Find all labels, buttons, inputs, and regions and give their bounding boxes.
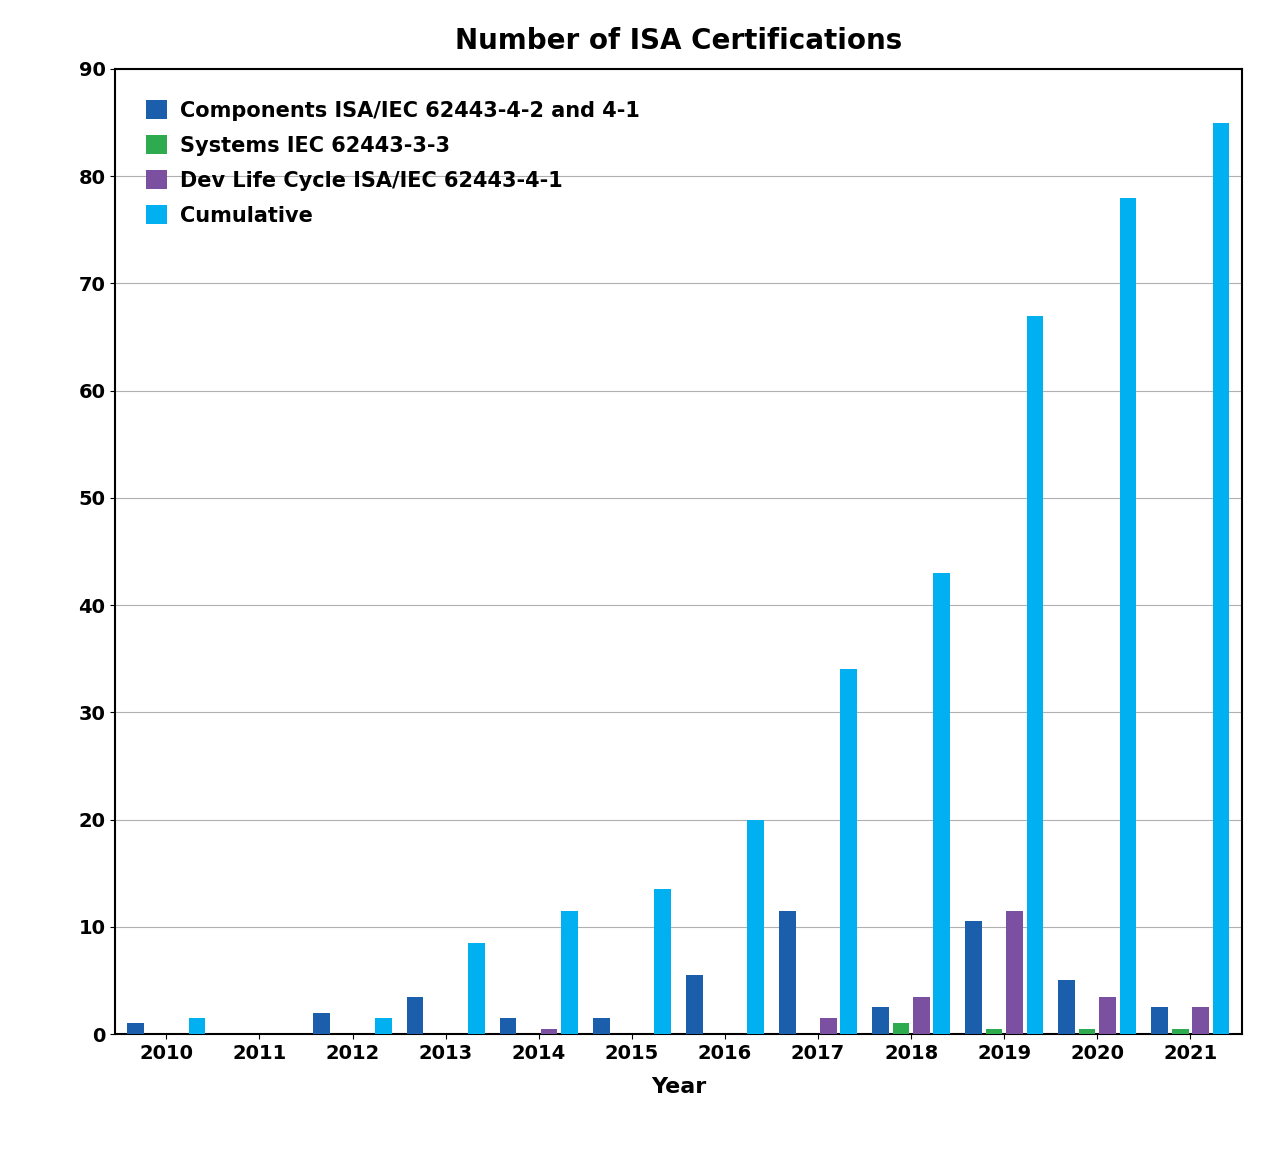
Bar (780, 911, 796, 1034)
Bar (1171, 1028, 1189, 1034)
Bar (540, 1028, 557, 1034)
Bar (468, 943, 485, 1034)
Bar (872, 1008, 888, 1034)
Bar (127, 1024, 145, 1034)
Bar (820, 1018, 837, 1034)
X-axis label: Year: Year (650, 1077, 707, 1096)
Bar (1120, 198, 1137, 1034)
Title: Number of ISA Certifications: Number of ISA Certifications (454, 28, 902, 55)
Bar (314, 1012, 330, 1034)
Bar (1027, 316, 1043, 1034)
Bar (892, 1024, 909, 1034)
Bar (1192, 1008, 1210, 1034)
Bar (748, 819, 764, 1034)
Bar (593, 1018, 609, 1034)
Bar (913, 996, 929, 1034)
Bar (1100, 996, 1116, 1034)
Bar (933, 573, 950, 1034)
Bar (561, 911, 577, 1034)
Bar (965, 921, 982, 1034)
Bar (686, 976, 703, 1034)
Bar (1151, 1008, 1169, 1034)
Bar (499, 1018, 516, 1034)
Bar (654, 889, 671, 1034)
Bar (841, 670, 858, 1034)
Bar (1079, 1028, 1096, 1034)
Bar (407, 996, 424, 1034)
Bar (1212, 123, 1230, 1034)
Bar (986, 1028, 1002, 1034)
Bar (1059, 980, 1075, 1034)
Bar (188, 1018, 206, 1034)
Bar (375, 1018, 392, 1034)
Bar (1006, 911, 1023, 1034)
Legend: Components ISA/IEC 62443-4-2 and 4-1, Systems IEC 62443-3-3, Dev Life Cycle ISA/: Components ISA/IEC 62443-4-2 and 4-1, Sy… (125, 79, 660, 247)
